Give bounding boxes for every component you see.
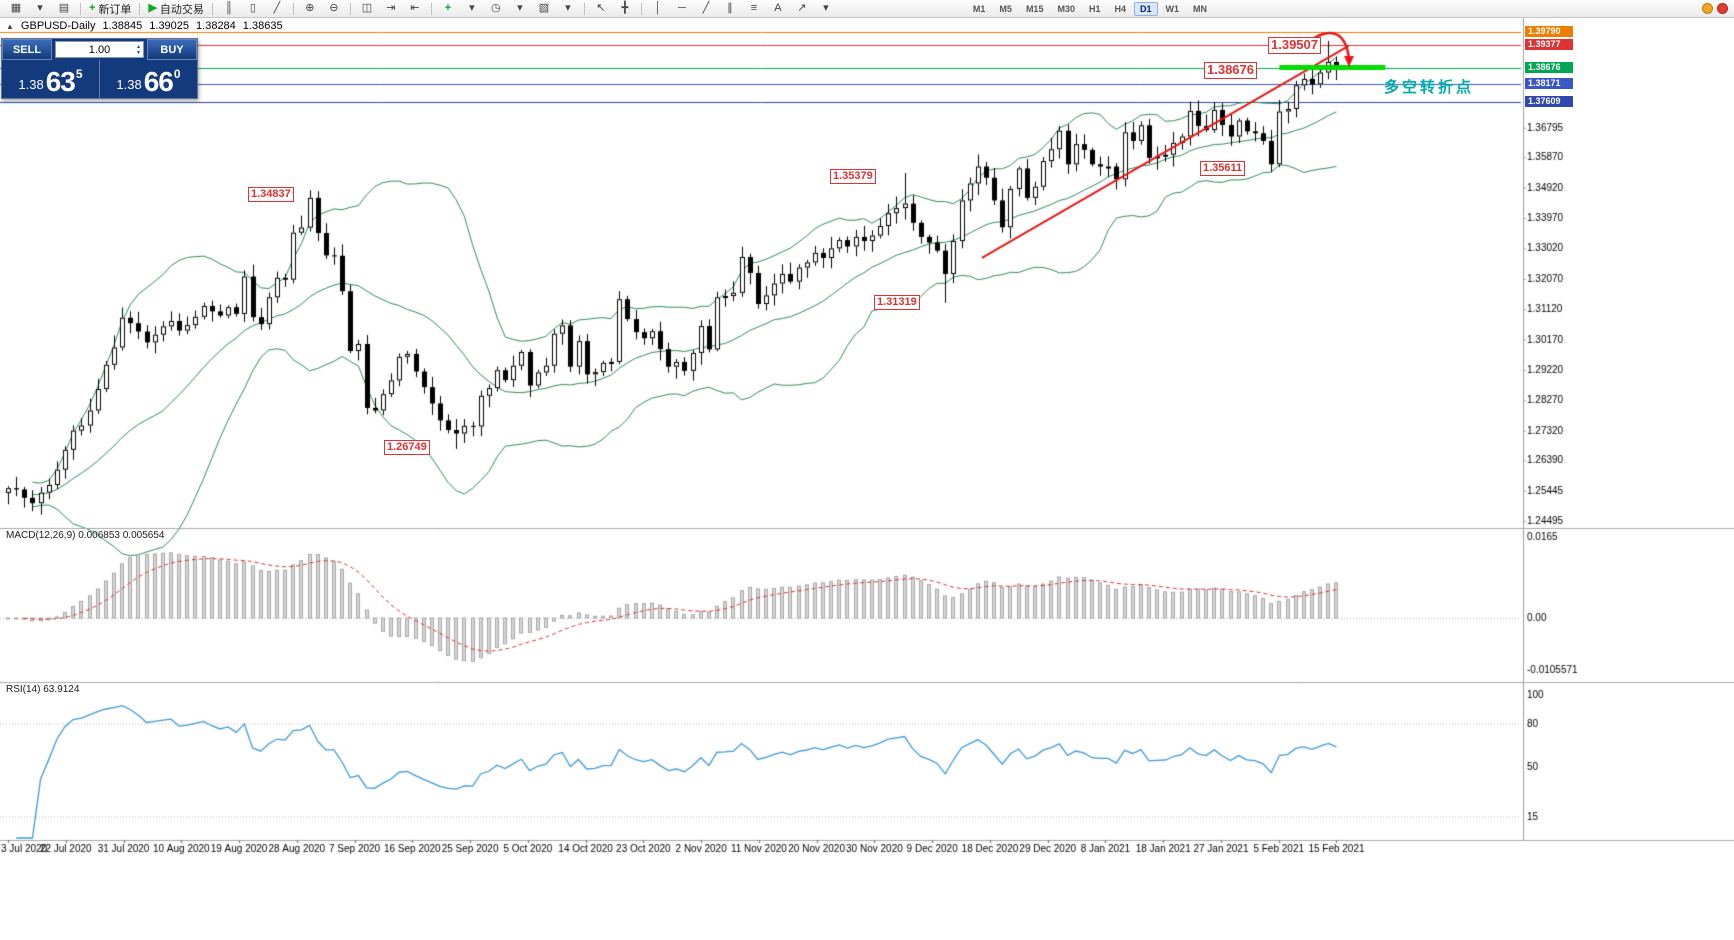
- vertical-line-icon[interactable]: │: [654, 2, 662, 14]
- timeframe-m30[interactable]: M30: [1057, 3, 1075, 14]
- timeframe-m15[interactable]: M15: [1025, 3, 1044, 14]
- crosshair-icon[interactable]: ╋: [621, 2, 629, 14]
- tile-windows-icon[interactable]: ◫: [361, 2, 373, 14]
- timeframe-w1[interactable]: W1: [1165, 3, 1180, 14]
- periods-icon[interactable]: ◷: [491, 2, 501, 14]
- spinner-down-icon[interactable]: ▼: [136, 49, 141, 56]
- spinner-up-icon[interactable]: ▲: [136, 43, 141, 50]
- equidistant-channel-icon[interactable]: ∥: [727, 2, 733, 14]
- bid-pips: 63: [45, 66, 76, 98]
- templates-dropdown-icon[interactable]: ▾: [565, 2, 571, 14]
- symbol-title: GBPUSD-Daily: [20, 20, 96, 32]
- new-chart-icon[interactable]: ▦: [10, 2, 22, 14]
- price-chart-canvas[interactable]: [0, 18, 1734, 940]
- candlestick-chart-icon[interactable]: ▯: [249, 2, 256, 14]
- zoom-in-icon[interactable]: ⊕: [305, 2, 315, 14]
- fibonacci-retracement-icon[interactable]: ≡: [750, 2, 758, 14]
- timeframe-mn[interactable]: MN: [1193, 3, 1208, 14]
- zoom-out-icon[interactable]: ⊖: [329, 2, 339, 14]
- templates-icon[interactable]: ▧: [538, 2, 550, 14]
- rsi-title: RSI(14) 63.9124: [6, 684, 80, 695]
- one-click-trading-panel: SELL 1.00 ▲ ▼ BUY 1.38 63 5 1.38 66 0: [1, 38, 198, 99]
- line-chart-icon[interactable]: ╱: [273, 2, 281, 14]
- arrows-icon[interactable]: ↗: [797, 2, 807, 14]
- horizontal-line-icon[interactable]: ─: [678, 2, 686, 14]
- timeframe-h4[interactable]: H4: [1114, 3, 1126, 14]
- toolbar-separator: [583, 2, 585, 15]
- lot-spinner-icon[interactable]: ▲ ▼: [136, 43, 141, 56]
- timeframe-m5[interactable]: M5: [999, 3, 1012, 14]
- timeframe-bar: M1 M5 M15 M30 H1 H4 D1 W1 MN: [966, 1, 1214, 16]
- toolbar-separator: [80, 2, 81, 15]
- bid-price[interactable]: 1.38 63 5: [2, 60, 100, 98]
- toolbar-separator: [211, 2, 213, 15]
- trade-prices-row: 1.38 63 5 1.38 66 0: [2, 60, 197, 98]
- ohlc-open: 1.38845: [102, 20, 143, 32]
- symbol-marker-icon: ▲: [6, 21, 14, 31]
- ohlc-low: 1.38284: [196, 20, 236, 32]
- bid-base: 1.38: [18, 77, 44, 92]
- ask-fraction: 0: [173, 67, 181, 81]
- bid-fraction: 5: [75, 67, 83, 81]
- chart-shift-icon[interactable]: ⇤: [410, 2, 420, 14]
- buy-button[interactable]: BUY: [147, 39, 197, 60]
- new-chart-dropdown-icon[interactable]: ▾: [37, 2, 43, 14]
- autotrading-button[interactable]: ▶ 自动交易: [148, 2, 204, 16]
- ask-base: 1.38: [116, 77, 142, 92]
- periods-dropdown-icon[interactable]: ▾: [517, 2, 523, 14]
- ask-price[interactable]: 1.38 66 0: [100, 60, 197, 98]
- trade-controls-row: SELL 1.00 ▲ ▼ BUY: [2, 39, 197, 60]
- ohlc-high: 1.39025: [149, 20, 190, 32]
- indicators-dropdown-icon[interactable]: ▾: [469, 2, 475, 14]
- chart-header: ▲ GBPUSD-Daily 1.38845 1.39025 1.38284 1…: [6, 20, 283, 32]
- status-red-icon[interactable]: [1717, 3, 1728, 14]
- lot-size-value: 1.00: [88, 43, 111, 56]
- profiles-icon[interactable]: ▤: [58, 2, 70, 14]
- indicators-icon[interactable]: +: [444, 2, 452, 14]
- timeframe-h1[interactable]: H1: [1088, 3, 1101, 14]
- toolbar-right-icons: [1702, 3, 1728, 14]
- timeframe-m1[interactable]: M1: [972, 3, 986, 14]
- text-label-icon[interactable]: A: [774, 2, 782, 14]
- toolbar-separator: [640, 2, 642, 15]
- toolbar-separator: [139, 2, 141, 15]
- arrows-dropdown-icon[interactable]: ▾: [823, 2, 829, 14]
- bar-chart-icon[interactable]: ║: [225, 2, 233, 14]
- new-order-button[interactable]: + 新订单: [89, 2, 132, 16]
- sell-button[interactable]: SELL: [2, 39, 52, 60]
- toolbar-separator: [292, 2, 294, 15]
- ohlc-close: 1.38635: [242, 20, 283, 32]
- trendline-icon[interactable]: ╱: [702, 2, 710, 14]
- macd-title: MACD(12,26,9) 0.006853 0.005654: [6, 530, 165, 541]
- lot-size-input[interactable]: 1.00 ▲ ▼: [55, 41, 144, 58]
- timeframe-d1[interactable]: D1: [1134, 1, 1158, 16]
- auto-scroll-icon[interactable]: ⇥: [386, 2, 396, 14]
- status-orange-icon[interactable]: [1702, 3, 1713, 14]
- ask-pips: 66: [143, 66, 174, 98]
- cursor-icon[interactable]: ↖: [596, 2, 606, 14]
- toolbar-separator: [349, 2, 351, 15]
- toolbar-separator: [430, 2, 432, 15]
- toolbar: ▦ ▾ ▤ + 新订单 ▶ 自动交易 ║ ▯ ╱ ⊕ ⊖ ◫ ⇥ ⇤ + ▾ ◷ ▾ ▧ ▾ ↖ ╋ │ ─ ╱ ∥ ≡ A ↗ ▾ M1 M5…: [0, 0, 1734, 18]
